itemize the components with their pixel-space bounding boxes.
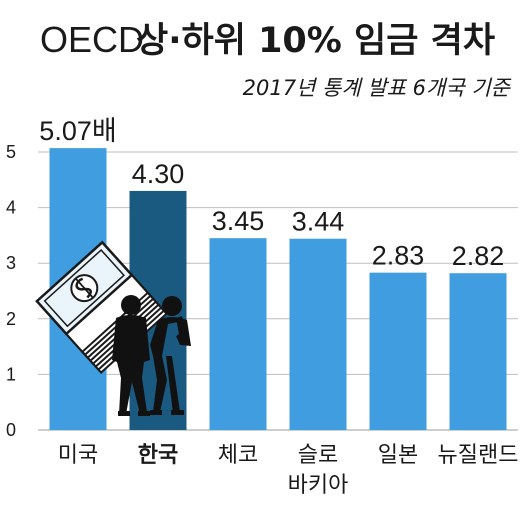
data-label: 4.30 — [132, 159, 185, 189]
subtitle: 2017년 통계 발표 6개국 기준 — [243, 76, 512, 100]
x-tick-label: 슬로 바키아 — [288, 443, 349, 498]
y-tick-label: 3 — [6, 253, 16, 273]
data-label: 5.07배 — [39, 116, 116, 146]
data-label: 2.82 — [452, 241, 505, 271]
title-prefix: OECD — [40, 19, 144, 60]
y-tick-label: 5 — [6, 142, 16, 162]
y-tick-label: 2 — [6, 309, 16, 329]
category-labels: 미국 한국 체코 슬로 바키아 일본 뉴질랜드 — [58, 443, 519, 498]
x-tick-label: 체코 — [218, 443, 258, 468]
data-label: 2.83 — [372, 241, 425, 271]
bars — [49, 148, 507, 430]
x-tick-label: 일본 — [378, 443, 418, 468]
data-label: 3.45 — [212, 206, 265, 236]
bar-5 — [449, 273, 507, 430]
data-label: 3.44 — [292, 207, 345, 237]
x-tick-label: 한국 — [138, 443, 178, 468]
x-tick-label: 뉴질랜드 — [438, 443, 519, 468]
bar-3 — [289, 238, 347, 430]
y-tick-label: 0 — [6, 420, 16, 440]
bar-2 — [209, 238, 267, 430]
value-labels: 5.07배 4.30 3.45 3.44 2.83 2.82 — [39, 116, 504, 271]
bar-4 — [369, 272, 427, 430]
money-stack-and-businessmen-icon — [35, 240, 191, 416]
y-tick-label: 1 — [6, 364, 16, 384]
x-tick-label: 미국 — [58, 443, 98, 468]
page-title: 상·하위 10% 임금 격차 — [136, 21, 495, 61]
y-tick-label: 4 — [6, 198, 16, 218]
y-axis: 0 1 2 3 4 5 — [6, 142, 16, 440]
